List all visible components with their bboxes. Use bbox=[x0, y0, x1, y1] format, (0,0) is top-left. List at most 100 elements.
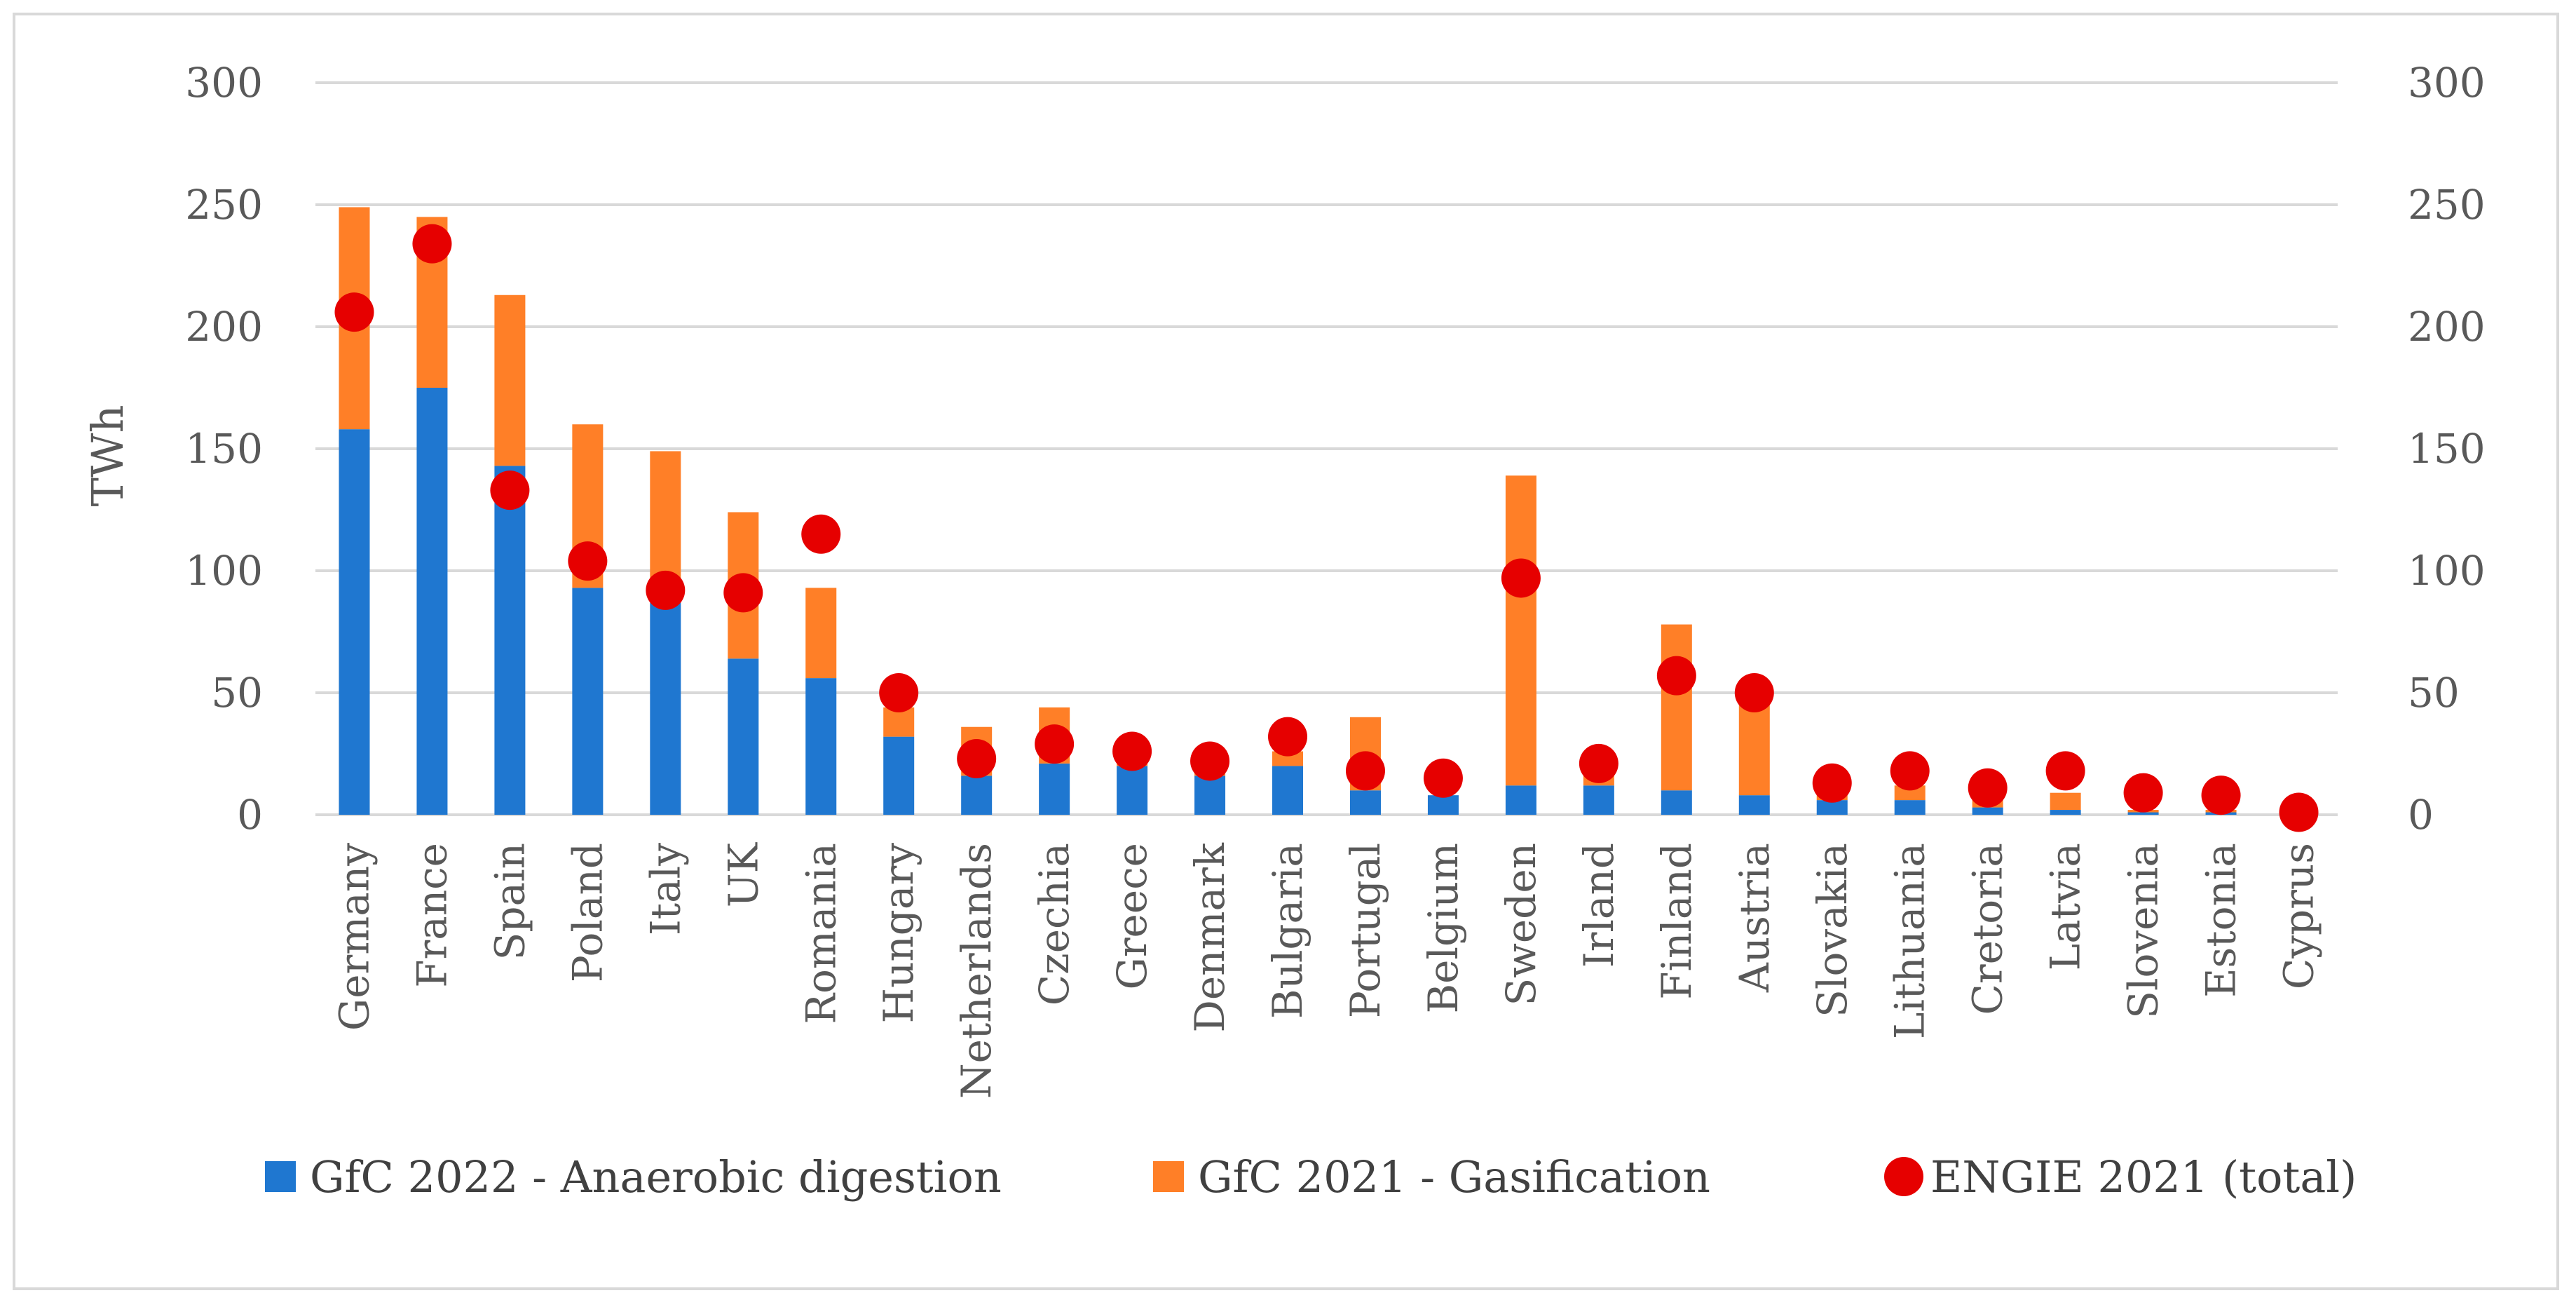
bar-anaerobic bbox=[883, 736, 915, 815]
marker-engie bbox=[801, 514, 841, 554]
bar-anaerobic bbox=[728, 658, 759, 815]
marker-engie bbox=[723, 573, 763, 613]
bar-anaerobic bbox=[1505, 785, 1536, 815]
marker-engie bbox=[646, 570, 686, 610]
legend-swatch bbox=[1153, 1161, 1184, 1192]
x-tick-label: Spain bbox=[486, 843, 533, 960]
x-tick-label: Irland bbox=[1575, 843, 1623, 968]
bar-anaerobic bbox=[650, 602, 681, 815]
x-tick-label: Slovakia bbox=[1808, 843, 1856, 1017]
gridlines bbox=[315, 81, 2338, 816]
marker-engie bbox=[1035, 724, 1075, 764]
x-tick-label: Czechia bbox=[1030, 843, 1078, 1005]
left-tick-label: 250 bbox=[185, 181, 263, 229]
bar-anaerobic bbox=[1816, 800, 1848, 815]
bar-anaerobic bbox=[1349, 790, 1381, 815]
right-tick-label: 200 bbox=[2408, 303, 2486, 351]
marker-engie bbox=[1812, 763, 1852, 803]
left-tick-label: 0 bbox=[237, 791, 263, 839]
bar-gasification bbox=[494, 294, 526, 466]
right-tick-label: 0 bbox=[2408, 791, 2434, 839]
bar-anaerobic bbox=[1661, 790, 1692, 815]
y-axis-title: TWh bbox=[82, 405, 133, 506]
marker-engie bbox=[2123, 773, 2163, 813]
markers bbox=[334, 224, 2319, 832]
x-tick-label: Slovenia bbox=[2120, 843, 2167, 1019]
x-tick-label: France bbox=[408, 843, 456, 988]
x-tick-label: Italy bbox=[641, 843, 689, 935]
x-tick-label: Greece bbox=[1108, 843, 1156, 990]
marker-engie bbox=[568, 541, 608, 581]
bar-anaerobic bbox=[1039, 763, 1070, 815]
bar-anaerobic bbox=[1894, 800, 1926, 815]
x-tick-label: Poland bbox=[564, 843, 611, 982]
marker-engie bbox=[1345, 751, 1385, 791]
bar-gasification bbox=[2050, 792, 2081, 811]
left-tick-label: 50 bbox=[211, 669, 263, 717]
bar-anaerobic bbox=[1972, 807, 2003, 815]
bar-anaerobic bbox=[961, 776, 993, 815]
x-tick-label: Bulgaria bbox=[1264, 843, 1311, 1019]
x-tick-label: Austria bbox=[1731, 843, 1778, 993]
marker-engie bbox=[1501, 558, 1541, 598]
left-tick-label: 300 bbox=[185, 59, 263, 107]
marker-engie bbox=[412, 224, 452, 264]
marker-engie bbox=[1190, 741, 1230, 781]
bar-gasification bbox=[1661, 624, 1692, 791]
left-axis-ticks: 0 50 100 150 200 250 300 bbox=[185, 59, 263, 839]
marker-engie bbox=[490, 470, 530, 510]
bar-anaerobic bbox=[1738, 795, 1770, 815]
x-tick-label: Lithuania bbox=[1886, 843, 1934, 1039]
marker-engie bbox=[1268, 717, 1308, 757]
marker-engie bbox=[2279, 792, 2319, 832]
marker-engie bbox=[1423, 758, 1463, 798]
bar-gasification bbox=[1505, 475, 1536, 786]
bar-gasification bbox=[1272, 751, 1304, 766]
bar-anaerobic bbox=[572, 588, 604, 815]
bar-anaerobic bbox=[1272, 766, 1304, 815]
x-tick-label: Finland bbox=[1653, 843, 1701, 1000]
x-tick-label: Germany bbox=[330, 843, 378, 1031]
marker-engie bbox=[1734, 673, 1774, 712]
x-tick-label: UK bbox=[719, 841, 767, 907]
legend-swatch bbox=[1884, 1157, 1923, 1196]
right-tick-label: 300 bbox=[2408, 59, 2486, 107]
marker-engie bbox=[1890, 751, 1930, 791]
x-tick-label: Denmark bbox=[1186, 842, 1234, 1032]
bar-anaerobic bbox=[416, 388, 448, 815]
bar-anaerobic bbox=[1427, 795, 1459, 815]
x-tick-label: Netherlands bbox=[953, 843, 1000, 1099]
left-tick-label: 150 bbox=[185, 425, 263, 473]
right-tick-label: 250 bbox=[2408, 181, 2486, 229]
x-tick-label: Romania bbox=[797, 843, 845, 1024]
x-tick-label: Belgium bbox=[1419, 843, 1467, 1014]
right-axis-ticks: 0 50 100 150 200 250 300 bbox=[2408, 59, 2486, 839]
bar-anaerobic bbox=[805, 678, 837, 815]
bar-gasification bbox=[1894, 785, 1926, 801]
bars bbox=[339, 207, 2237, 815]
bar-anaerobic bbox=[2127, 812, 2159, 815]
marker-engie bbox=[1579, 743, 1618, 783]
marker-engie bbox=[1968, 768, 2008, 808]
bar-anaerobic bbox=[1117, 766, 1148, 815]
marker-engie bbox=[879, 673, 919, 712]
marker-engie bbox=[2201, 776, 2241, 815]
legend-swatch bbox=[265, 1161, 296, 1192]
right-tick-label: 50 bbox=[2408, 669, 2460, 717]
x-tick-label: Cyprus bbox=[2275, 843, 2323, 989]
legend-label: GfC 2022 - Anaerobic digestion bbox=[310, 1151, 1002, 1203]
x-axis-labels: Germany France Spain Poland Italy UK Romania Hu… bbox=[330, 841, 2322, 1099]
x-tick-label: Cretoria bbox=[1964, 843, 2012, 1015]
bar-anaerobic bbox=[494, 466, 526, 815]
legend-label: GfC 2021 - Gasification bbox=[1198, 1151, 1710, 1203]
right-tick-label: 150 bbox=[2408, 425, 2486, 473]
left-tick-label: 200 bbox=[185, 303, 263, 351]
x-tick-label: Portugal bbox=[1342, 843, 1389, 1018]
legend-label: ENGIE 2021 (total) bbox=[1930, 1151, 2357, 1203]
bar-anaerobic bbox=[339, 429, 370, 815]
x-tick-label: Latvia bbox=[2042, 843, 2090, 970]
left-tick-label: 100 bbox=[185, 547, 263, 595]
marker-engie bbox=[334, 292, 374, 332]
marker-engie bbox=[2045, 751, 2085, 791]
